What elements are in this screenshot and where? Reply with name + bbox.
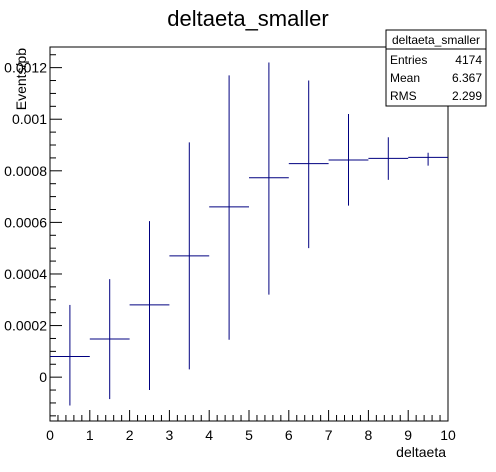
stats-mean-value: 6.367 — [452, 71, 482, 85]
y-tick-label: 0.001 — [12, 111, 47, 127]
x-tick-label: 0 — [46, 427, 54, 443]
stats-mean-label: Mean — [390, 71, 420, 85]
data-point — [169, 142, 210, 370]
chart-title: deltaeta_smaller — [167, 6, 328, 31]
data-point — [288, 80, 329, 249]
data-point — [249, 62, 289, 295]
data-points — [50, 62, 448, 406]
x-tick-label: 10 — [440, 427, 456, 443]
stats-entries-value: 4174 — [455, 53, 482, 67]
x-tick-label: 6 — [285, 427, 293, 443]
y-axis-label: Events/pb — [13, 48, 29, 110]
x-axis-label: deltaeta — [396, 444, 446, 460]
y-axis: 0 0.0002 0.0004 0.0006 0.0008 0.001 0.0012 — [4, 54, 62, 417]
x-tick-label: 8 — [365, 427, 373, 443]
stats-entries-label: Entries — [390, 53, 427, 67]
data-point — [408, 152, 448, 166]
y-tick-label: 0.0006 — [4, 214, 47, 230]
stats-rms-value: 2.299 — [452, 89, 482, 103]
data-point — [50, 304, 90, 406]
y-tick-label: 0.0004 — [4, 266, 47, 282]
x-tick-label: 4 — [205, 427, 213, 443]
data-point — [129, 221, 170, 391]
y-tick-label: 0.0008 — [4, 163, 47, 179]
data-point — [209, 75, 249, 340]
stats-rms-label: RMS — [390, 89, 417, 103]
stats-box: deltaeta_smaller Entries 4174 Mean 6.367… — [385, 29, 487, 107]
y-tick-label: 0 — [39, 369, 47, 385]
x-tick-label: 1 — [86, 427, 94, 443]
y-tick-label: 0.0002 — [4, 318, 47, 334]
data-point — [89, 279, 130, 400]
x-tick-label: 2 — [126, 427, 134, 443]
x-tick-label: 7 — [325, 427, 333, 443]
x-tick-label: 5 — [245, 427, 253, 443]
y-tick-label: 0.0012 — [4, 60, 47, 76]
x-tick-label: 9 — [404, 427, 412, 443]
stats-box-frame — [385, 29, 487, 107]
x-tick-label: 3 — [166, 427, 174, 443]
stats-box-title: deltaeta_smaller — [392, 33, 480, 47]
data-point — [368, 137, 409, 180]
data-point — [328, 114, 369, 206]
x-axis: 0 1 2 3 4 5 6 7 8 9 10 — [46, 410, 456, 443]
